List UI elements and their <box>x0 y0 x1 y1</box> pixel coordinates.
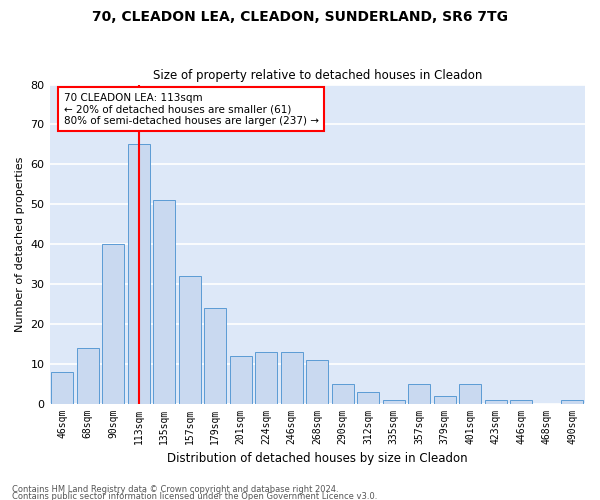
Bar <box>409 384 430 404</box>
Bar <box>434 396 455 404</box>
X-axis label: Distribution of detached houses by size in Cleadon: Distribution of detached houses by size … <box>167 452 467 465</box>
Bar <box>179 276 200 404</box>
Bar <box>205 308 226 404</box>
Bar <box>256 352 277 404</box>
Bar <box>332 384 353 404</box>
Text: Contains public sector information licensed under the Open Government Licence v3: Contains public sector information licen… <box>12 492 377 500</box>
Bar <box>230 356 251 404</box>
Title: Size of property relative to detached houses in Cleadon: Size of property relative to detached ho… <box>152 69 482 82</box>
Bar <box>562 400 583 404</box>
Bar <box>77 348 98 404</box>
Bar <box>358 392 379 404</box>
Bar <box>383 400 404 404</box>
Bar <box>307 360 328 404</box>
Bar <box>281 352 302 404</box>
Bar <box>103 244 124 404</box>
Bar <box>460 384 481 404</box>
Bar <box>485 400 506 404</box>
Bar <box>52 372 73 404</box>
Y-axis label: Number of detached properties: Number of detached properties <box>15 156 25 332</box>
Bar <box>154 200 175 404</box>
Text: Contains HM Land Registry data © Crown copyright and database right 2024.: Contains HM Land Registry data © Crown c… <box>12 486 338 494</box>
Bar <box>128 144 149 404</box>
Text: 70, CLEADON LEA, CLEADON, SUNDERLAND, SR6 7TG: 70, CLEADON LEA, CLEADON, SUNDERLAND, SR… <box>92 10 508 24</box>
Bar <box>511 400 532 404</box>
Text: 70 CLEADON LEA: 113sqm
← 20% of detached houses are smaller (61)
80% of semi-det: 70 CLEADON LEA: 113sqm ← 20% of detached… <box>64 92 319 126</box>
